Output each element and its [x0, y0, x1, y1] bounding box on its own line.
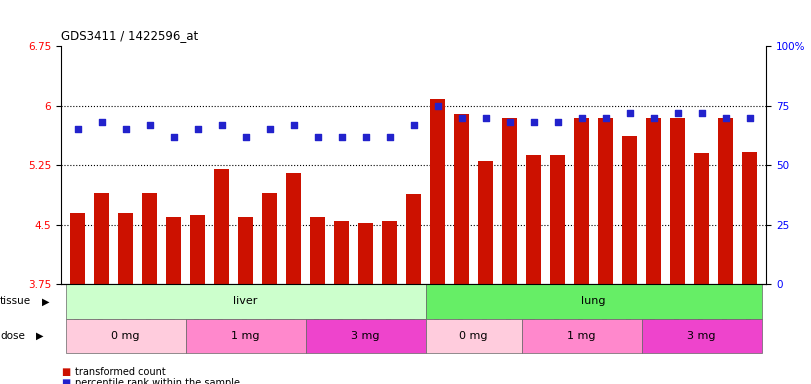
- Bar: [214, 169, 229, 284]
- Text: ■: ■: [61, 378, 70, 384]
- Bar: [238, 217, 253, 284]
- Bar: [383, 222, 397, 284]
- Point: [672, 110, 684, 116]
- Point: [239, 134, 252, 140]
- Bar: [406, 194, 421, 284]
- Point: [359, 134, 372, 140]
- Bar: [191, 215, 205, 284]
- Bar: [526, 155, 541, 284]
- Bar: [66, 319, 186, 353]
- Point: [71, 126, 84, 132]
- Point: [335, 134, 348, 140]
- Point: [623, 110, 636, 116]
- Point: [431, 103, 444, 109]
- Text: GDS3411 / 1422596_at: GDS3411 / 1422596_at: [61, 29, 198, 42]
- Text: lung: lung: [581, 296, 606, 306]
- Point: [143, 122, 156, 128]
- Text: ▶: ▶: [42, 296, 49, 306]
- Text: 1 mg: 1 mg: [231, 331, 260, 341]
- Point: [407, 122, 420, 128]
- Bar: [694, 153, 709, 284]
- Bar: [94, 193, 109, 284]
- Bar: [71, 213, 85, 284]
- Bar: [426, 319, 521, 353]
- Text: tissue: tissue: [0, 296, 31, 306]
- Bar: [286, 173, 301, 284]
- Text: 3 mg: 3 mg: [351, 331, 380, 341]
- Bar: [118, 213, 133, 284]
- Bar: [334, 221, 349, 284]
- Point: [743, 114, 756, 121]
- Point: [167, 134, 180, 140]
- Point: [383, 134, 396, 140]
- Bar: [622, 136, 637, 284]
- Point: [263, 126, 276, 132]
- Point: [215, 122, 228, 128]
- Bar: [551, 155, 564, 284]
- Bar: [66, 284, 426, 319]
- Bar: [646, 118, 661, 284]
- Point: [719, 114, 732, 121]
- Point: [119, 126, 132, 132]
- Bar: [502, 118, 517, 284]
- Point: [455, 114, 468, 121]
- Point: [647, 114, 660, 121]
- Bar: [166, 217, 181, 284]
- Bar: [431, 99, 444, 284]
- Text: 0 mg: 0 mg: [459, 331, 488, 341]
- Bar: [574, 118, 589, 284]
- Point: [191, 126, 204, 132]
- Point: [503, 119, 516, 125]
- Text: liver: liver: [234, 296, 258, 306]
- Bar: [186, 319, 306, 353]
- Text: 1 mg: 1 mg: [568, 331, 596, 341]
- Point: [95, 119, 108, 125]
- Bar: [478, 161, 493, 284]
- Text: ■: ■: [61, 367, 70, 377]
- Bar: [599, 118, 613, 284]
- Bar: [642, 319, 762, 353]
- Text: ▶: ▶: [36, 331, 43, 341]
- Point: [551, 119, 564, 125]
- Bar: [454, 114, 469, 284]
- Bar: [306, 319, 426, 353]
- Point: [599, 114, 612, 121]
- Bar: [143, 193, 157, 284]
- Point: [311, 134, 324, 140]
- Text: transformed count: transformed count: [75, 367, 166, 377]
- Point: [287, 122, 300, 128]
- Bar: [426, 284, 762, 319]
- Text: dose: dose: [0, 331, 25, 341]
- Point: [695, 110, 708, 116]
- Point: [527, 119, 540, 125]
- Bar: [742, 152, 757, 284]
- Bar: [521, 319, 642, 353]
- Text: percentile rank within the sample: percentile rank within the sample: [75, 378, 240, 384]
- Point: [575, 114, 588, 121]
- Bar: [671, 118, 684, 284]
- Text: 0 mg: 0 mg: [111, 331, 139, 341]
- Point: [479, 114, 492, 121]
- Bar: [311, 217, 325, 284]
- Bar: [358, 223, 373, 284]
- Bar: [263, 193, 277, 284]
- Text: 3 mg: 3 mg: [688, 331, 716, 341]
- Bar: [719, 118, 733, 284]
